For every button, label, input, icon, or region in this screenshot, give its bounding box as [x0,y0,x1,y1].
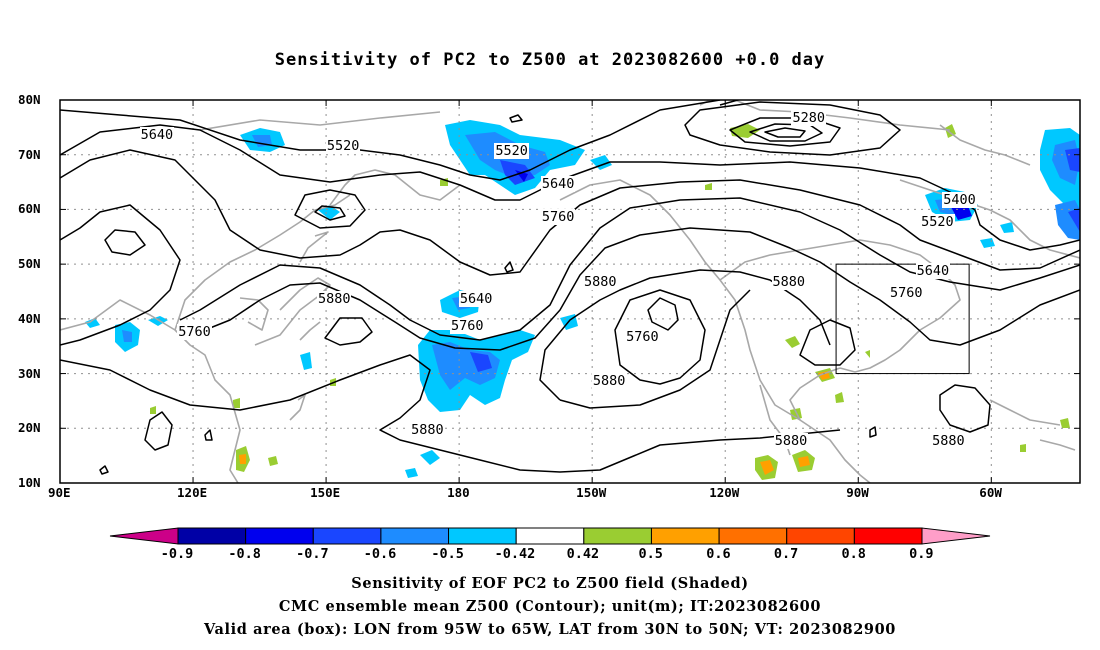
colorbar-segment [177,527,247,545]
colorbar-high-extension [921,527,991,545]
contour-label: 5760 [889,285,924,302]
lon-label: 120W [709,485,740,500]
colorbar-segment [650,527,720,545]
z500-contours [60,100,1080,475]
contour-label: 5520 [325,137,361,154]
lon-label: 90W [846,485,869,500]
colorbar-segment [853,527,923,545]
contour-label: 5880 [773,432,809,449]
contour-label: 5640 [540,175,576,192]
contour-label: 5520 [920,214,955,231]
colorbar-segment [515,527,585,545]
colorbar-segment [312,527,382,545]
contour-label: 5760 [177,323,212,340]
caption-line-1: Sensitivity of EOF PC2 to Z500 field (Sh… [351,575,749,592]
lon-label: 90E [48,485,71,500]
contour-label: 5280 [791,110,826,127]
colorbar-label: -0.8 [228,546,261,562]
plot-frame [59,99,1081,484]
contour-label: 5640 [915,263,951,280]
colorbar-label: 0.5 [638,546,663,562]
colorbar-segment [448,527,517,545]
contour-label: 5880 [410,422,445,439]
contour-label: 5640 [139,126,175,143]
colorbar-segment [786,527,855,545]
contour-label: 5880 [771,274,807,291]
colorbar-label: 0.6 [706,546,731,562]
lat-label: 80N [18,92,41,107]
lon-label: 150W [576,485,607,500]
lat-label: 20N [18,420,41,436]
lat-label: 70N [18,146,41,162]
colorbar-low-extension [109,527,179,545]
contour-label: 5880 [591,372,627,389]
contour-label: 5760 [540,208,576,225]
lat-label: 30N [18,365,41,381]
colorbar-segment [583,527,652,545]
lon-label: 180 [447,485,470,500]
lat-label: 40N [18,310,41,326]
lon-label: 60W [979,485,1002,500]
contour-label: 5400 [942,192,977,209]
contour-label: 5760 [450,318,485,335]
axis-ticks [59,99,1080,484]
contour-label: 5640 [458,290,494,307]
valid-area-box [835,263,970,375]
colorbar-segment [380,527,450,545]
colorbar-label: -0.5 [431,546,464,562]
caption-line-2: CMC ensemble mean Z500 (Contour); unit(m… [278,598,822,615]
lat-label: 10N [18,475,41,490]
colorbar-label: 0.9 [909,546,934,562]
contour-label: 5880 [931,432,966,449]
colorbar-label: -0.6 [363,546,397,562]
colorbar-label: 0.42 [566,546,600,562]
lat-label: 50N [18,256,41,272]
contour-label: 5760 [625,329,660,345]
colorbar [109,527,991,545]
colorbar-label: -0.9 [160,546,194,562]
contour-label: 5520 [494,142,529,159]
colorbar-segment [718,527,788,545]
graticule [60,100,1080,483]
lon-label: 150E [310,485,341,500]
colorbar-label: 0.8 [841,546,866,562]
contour-label: 5880 [583,274,618,291]
colorbar-label: -0.42 [494,546,536,562]
colorbar-segment [245,527,314,545]
map-title: Sensitivity of PC2 to Z500 at 2023082600… [274,50,826,70]
caption-line-3: Valid area (box): LON from 95W to 65W, L… [204,621,896,638]
contour-label: 5880 [316,290,352,307]
lon-label: 120E [177,485,208,500]
colorbar-label: 0.7 [773,546,799,562]
lat-label: 60N [18,201,41,217]
colorbar-label: -0.7 [296,546,329,562]
